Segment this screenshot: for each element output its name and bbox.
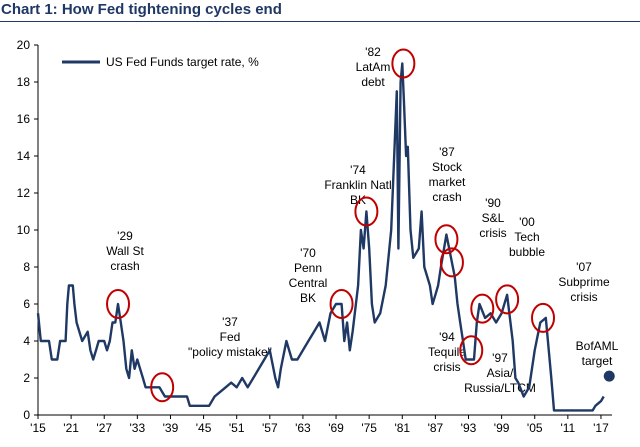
x-tick-label: '45 bbox=[196, 421, 212, 435]
annotation: '70 Penn Central BK bbox=[289, 246, 328, 305]
highlight-circle bbox=[531, 302, 556, 333]
annotation-line: crisis bbox=[479, 226, 506, 240]
chart-title: Chart 1: How Fed tightening cycles end bbox=[1, 1, 282, 18]
highlight-circle bbox=[391, 48, 416, 79]
highlight-circle bbox=[459, 335, 484, 366]
y-tick-label: 12 bbox=[17, 186, 31, 200]
annotation: '94 Tequila crisis bbox=[428, 330, 466, 374]
x-tick-label: '81 bbox=[394, 421, 410, 435]
forecast-dot bbox=[603, 370, 615, 382]
forecast-label-line: target bbox=[582, 354, 613, 368]
y-tick-label: 8 bbox=[23, 260, 30, 274]
legend: US Fed Funds target rate, % bbox=[62, 55, 259, 69]
x-tick-label: '27 bbox=[96, 421, 112, 435]
annotation-line: '29 bbox=[117, 229, 133, 243]
y-tick-label: 2 bbox=[23, 371, 30, 385]
x-tick-label: '21 bbox=[63, 421, 79, 435]
x-tick-label: '93 bbox=[461, 421, 477, 435]
annotation-line: '70 bbox=[300, 246, 316, 260]
forecast-label: BofAML target bbox=[576, 339, 619, 368]
x-tick-label: '15 bbox=[30, 421, 46, 435]
annotation-line: '87 bbox=[439, 145, 455, 159]
annotations: '29 Wall St crash'37 Fed "policy mistake"'70… bbox=[106, 45, 618, 395]
annotation-line: Tequila bbox=[428, 345, 466, 359]
annotation-line: '37 bbox=[222, 315, 238, 329]
annotation: '37 Fed "policy mistake" bbox=[188, 315, 272, 359]
x-tick-label: '69 bbox=[328, 421, 344, 435]
annotation: '87 Stock market crash bbox=[429, 145, 466, 204]
highlight-circle bbox=[329, 289, 354, 319]
y-tick-label: 18 bbox=[17, 75, 31, 89]
y-tick-label: 6 bbox=[23, 297, 30, 311]
annotation-line: Stock bbox=[432, 160, 463, 174]
annotation-line: Franklin Natl bbox=[324, 178, 391, 192]
annotation-line: '00 bbox=[519, 215, 535, 229]
highlight-circle bbox=[106, 289, 131, 319]
annotation-line: Wall St bbox=[106, 244, 144, 258]
x-tick-label: '05 bbox=[527, 421, 543, 435]
annotation-line: market bbox=[429, 175, 466, 189]
x-tick-label: '17 bbox=[593, 421, 609, 435]
forecast-label-line: BofAML bbox=[576, 339, 619, 353]
annotation-line: '94 bbox=[439, 330, 455, 344]
y-tick-label: 16 bbox=[17, 112, 31, 126]
x-tick-label: '75 bbox=[361, 421, 377, 435]
annotation-line: BK bbox=[350, 193, 366, 207]
annotation-line: S&L bbox=[482, 211, 505, 225]
highlight-circle bbox=[470, 293, 495, 324]
annotation: '74 Franklin Natl BK bbox=[324, 163, 391, 207]
x-tick-label: '51 bbox=[229, 421, 245, 435]
annotation-line: debt bbox=[361, 75, 385, 89]
annotation-line: crisis bbox=[433, 360, 460, 374]
x-tick-label: '39 bbox=[163, 421, 179, 435]
annotation-line: '82 bbox=[365, 45, 381, 59]
y-tick-label: 10 bbox=[17, 223, 31, 237]
annotation-line: crash bbox=[110, 259, 139, 273]
annotation-line: "policy mistake" bbox=[188, 345, 272, 359]
legend-label: US Fed Funds target rate, % bbox=[106, 55, 259, 69]
highlight-circles bbox=[106, 48, 615, 403]
annotation-line: Asia/ bbox=[487, 366, 514, 380]
highlight-circle bbox=[150, 372, 175, 403]
x-tick-label: '87 bbox=[428, 421, 444, 435]
highlight-circle bbox=[495, 284, 520, 315]
y-tick-label: 14 bbox=[17, 149, 31, 163]
annotation-line: LatAm bbox=[356, 60, 391, 74]
annotation-line: Tech bbox=[514, 230, 539, 244]
series-layer bbox=[36, 62, 605, 412]
annotation-line: '74 bbox=[350, 163, 366, 177]
annotation: '07 Subprime crisis bbox=[558, 260, 610, 304]
y-tick-label: 4 bbox=[23, 334, 30, 348]
annotation: '00 Tech bubble bbox=[509, 215, 545, 259]
annotation-line: '90 bbox=[485, 196, 501, 210]
x-tick-label: '33 bbox=[130, 421, 146, 435]
annotation-line: crisis bbox=[570, 290, 597, 304]
series-line bbox=[36, 62, 605, 412]
title-underline bbox=[0, 21, 640, 22]
annotation-line: BK bbox=[300, 291, 316, 305]
highlight-circle bbox=[354, 196, 379, 227]
annotation-line: Subprime bbox=[558, 275, 610, 289]
y-tick-label: 0 bbox=[23, 408, 30, 422]
annotation-line: Central bbox=[289, 276, 328, 290]
title-bar: Chart 1: How Fed tightening cycles end bbox=[0, 0, 640, 22]
x-tick-label: '57 bbox=[262, 421, 278, 435]
annotation: '29 Wall St crash bbox=[106, 229, 144, 273]
x-tick-label: '63 bbox=[295, 421, 311, 435]
annotation-line: crash bbox=[432, 190, 461, 204]
x-tick-label: '99 bbox=[494, 421, 510, 435]
highlight-circle bbox=[439, 247, 464, 278]
axes: 0 2 4 6 8 10 12 14 16 18 20 '15 '21 '27 '33 '39 '45 '51 '5… bbox=[17, 38, 612, 435]
annotation-line: Fed bbox=[220, 330, 241, 344]
x-tick-label: '11 bbox=[560, 421, 575, 435]
annotation-line: '07 bbox=[576, 260, 592, 274]
annotation-line: '97 bbox=[492, 351, 508, 365]
annotation: '82 LatAm debt bbox=[356, 45, 391, 89]
y-tick-label: 20 bbox=[17, 38, 31, 52]
annotation: '90 S&L crisis bbox=[479, 196, 506, 240]
annotation-line: bubble bbox=[509, 245, 545, 259]
highlight-circle bbox=[434, 224, 459, 255]
annotation-line: Penn bbox=[294, 261, 322, 275]
